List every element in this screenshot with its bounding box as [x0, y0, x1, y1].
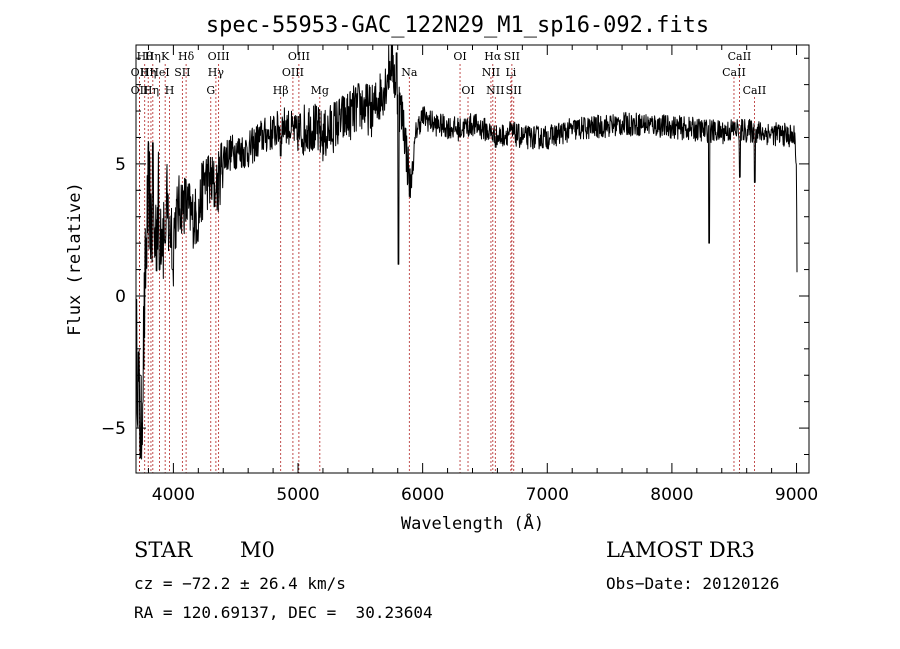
y-tick-label: −5 [101, 419, 126, 439]
line-label: OIII [208, 50, 230, 63]
object-class: STAR [134, 538, 193, 562]
line-label: OI [453, 50, 466, 63]
line-label: NII [486, 84, 504, 97]
y-axis-label: Flux (relative) [65, 182, 85, 336]
line-label: Hη [140, 66, 156, 79]
coordinates-text: RA = 120.69137, DEC = 30.23604 [134, 603, 433, 622]
spectral-subclass: M0 [240, 538, 275, 562]
line-label: Hδ [178, 50, 195, 63]
line-label: H [165, 84, 175, 97]
line-label: SII [174, 66, 190, 79]
x-tick-label: 6000 [401, 485, 444, 505]
line-label: HeI [149, 66, 169, 79]
line-label: K [161, 50, 170, 63]
x-tick-label: 8000 [650, 485, 693, 505]
x-axis-label: Wavelength (Å) [401, 512, 544, 534]
line-label: CaII [743, 84, 767, 97]
x-tick-label: 4000 [152, 485, 195, 505]
plot-frame [135, 44, 810, 474]
line-label: SII [506, 84, 522, 97]
chart-title: spec-55953-GAC_122N29_M1_sp16-092.fits [206, 13, 709, 38]
line-label: Na [401, 66, 418, 79]
line-label: Mg [311, 84, 329, 97]
line-label: Hθ [137, 50, 154, 63]
obs-date-text: Obs−Date: 20120126 [606, 574, 780, 593]
line-label: OII [131, 66, 149, 79]
x-tick-label: 5000 [276, 485, 319, 505]
y-tick-label: 0 [115, 287, 126, 307]
redshift-text: cz = −72.2 ± 26.4 km/s [134, 574, 346, 593]
line-label: Hη [143, 84, 159, 97]
line-label: NII [482, 66, 500, 79]
x-tick-label: 9000 [775, 485, 818, 505]
line-label: CaII [728, 50, 752, 63]
line-label: Li [505, 66, 516, 79]
spectrum-line [135, 44, 798, 460]
line-label: CaII [722, 66, 746, 79]
line-label: OII [131, 84, 149, 97]
line-label: Hη [145, 50, 161, 63]
line-label: OI [461, 84, 474, 97]
y-tick-label: 5 [115, 155, 126, 175]
line-label: OIII [288, 50, 310, 63]
line-label: Hβ [273, 84, 289, 97]
line-label: G [206, 84, 215, 97]
survey-name: LAMOST DR3 [606, 538, 755, 562]
line-label: Hα [484, 50, 502, 63]
x-tick-label: 7000 [526, 485, 569, 505]
line-label: Hγ [208, 66, 225, 79]
line-label: SII [504, 50, 520, 63]
line-label: OIII [282, 66, 304, 79]
